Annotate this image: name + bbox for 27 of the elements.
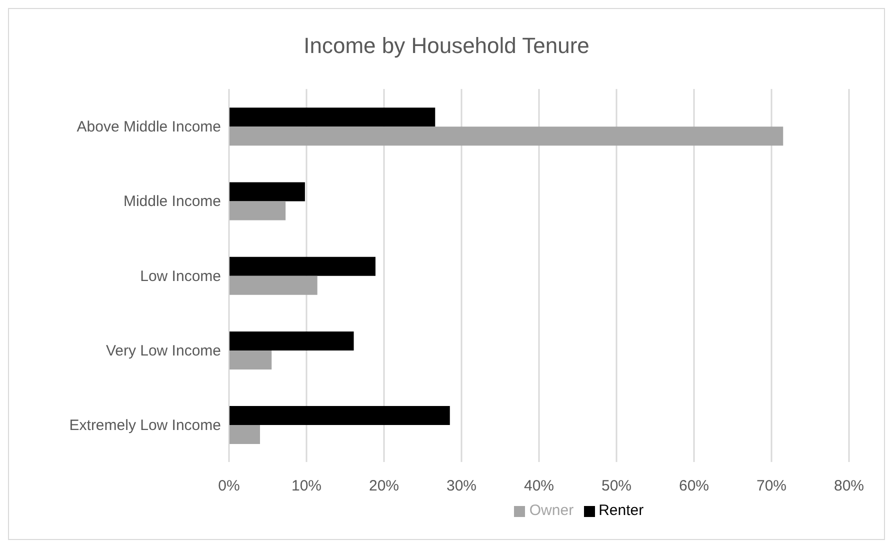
x-tick-label: 50% — [601, 478, 632, 495]
x-tick-label: 40% — [524, 478, 554, 495]
x-tick-label: 80% — [834, 478, 864, 495]
bar — [229, 201, 286, 220]
x-tick-label: 70% — [756, 478, 787, 495]
x-tick-label: 30% — [446, 478, 477, 495]
bar — [229, 425, 260, 444]
bar — [229, 182, 305, 202]
bar — [229, 350, 272, 370]
bar — [229, 256, 376, 276]
x-tick-label: 60% — [678, 478, 710, 495]
x-tick-label: 10% — [291, 478, 322, 495]
legend-label: Owner — [529, 502, 574, 519]
y-tick-label: Extremely Low Income — [69, 417, 221, 434]
bar — [229, 108, 436, 127]
x-tick-label: 20% — [368, 478, 400, 495]
bar — [229, 276, 318, 295]
y-tick-label: Above Middle Income — [76, 118, 221, 136]
bar — [229, 406, 450, 426]
chart-title: Income by Household Tenure — [302, 32, 590, 60]
y-tick-label: Middle Income — [123, 193, 221, 210]
y-tick-label: Very Low Income — [106, 342, 221, 360]
bar — [229, 126, 784, 146]
y-tick-label: Low Income — [140, 268, 221, 285]
x-tick-label: 0% — [218, 478, 240, 495]
legend-label: Renter — [598, 502, 644, 519]
bar — [229, 331, 354, 350]
